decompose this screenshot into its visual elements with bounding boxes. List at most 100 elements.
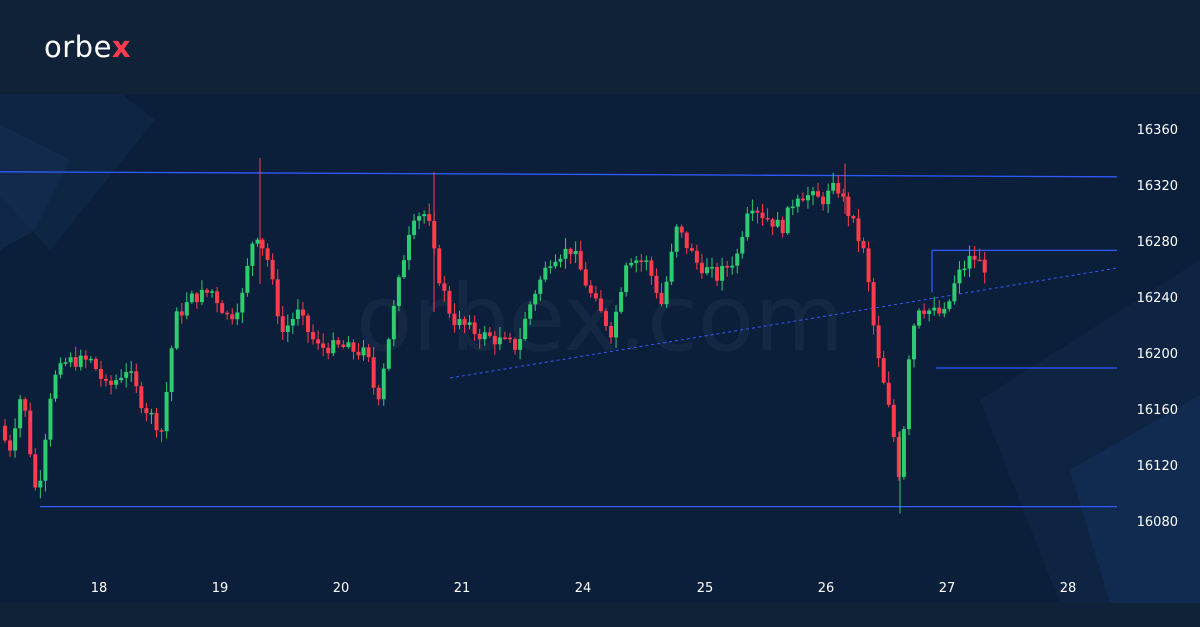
candle — [942, 302, 947, 318]
candlestick-chart: orbex.com 16360 16320 16280 16240 16200 … — [0, 95, 1200, 603]
candle — [679, 224, 684, 238]
candle — [235, 303, 240, 326]
candle — [886, 371, 891, 408]
candle-body — [578, 251, 583, 270]
x-tick-label: 24 — [575, 581, 592, 596]
candle — [533, 290, 538, 311]
candle-body — [144, 408, 149, 414]
candle — [169, 345, 174, 402]
candle — [583, 261, 588, 288]
candle-body — [917, 310, 922, 326]
x-tick-label: 25 — [697, 581, 714, 596]
candle-body — [644, 260, 649, 262]
candle-body — [391, 305, 396, 340]
candle-body — [184, 302, 189, 316]
candle — [922, 303, 927, 319]
x-tick-label: 19 — [212, 581, 229, 596]
y-tick-label: 16200 — [1137, 347, 1178, 362]
candle — [179, 303, 184, 324]
candle — [962, 260, 967, 277]
candle — [93, 356, 98, 371]
candle — [639, 253, 644, 272]
candle-body — [508, 337, 512, 340]
watermark-text: orbex.com — [356, 265, 844, 372]
candle — [710, 257, 714, 278]
candle — [275, 269, 280, 325]
candle-body — [169, 348, 174, 392]
candle — [8, 434, 13, 457]
candle — [614, 305, 619, 349]
candle — [164, 382, 169, 439]
candle — [18, 395, 23, 438]
candle-body — [881, 358, 886, 383]
candle-body — [462, 319, 467, 325]
candle-body — [800, 198, 805, 201]
candle-body — [740, 236, 745, 254]
candle-body — [866, 248, 871, 283]
candle-body — [351, 342, 356, 352]
candle — [311, 324, 316, 345]
candle — [497, 327, 502, 351]
candle-body — [603, 311, 608, 326]
candle — [704, 258, 709, 276]
candle — [523, 312, 528, 341]
candle — [528, 301, 533, 325]
candle — [795, 194, 800, 213]
header-bar: orbex — [0, 0, 1200, 95]
candle — [381, 363, 386, 406]
candle-body — [518, 339, 523, 350]
candle — [83, 350, 88, 369]
candle-body — [220, 303, 225, 313]
candle — [846, 192, 851, 227]
candle-body — [179, 311, 184, 316]
candle — [553, 254, 558, 269]
candle-body — [851, 215, 856, 219]
candle-body — [497, 337, 502, 345]
candle-body — [336, 340, 341, 345]
candle — [437, 244, 442, 287]
candle-body — [407, 234, 411, 261]
y-tick-label: 16280 — [1137, 235, 1178, 250]
candle — [376, 384, 381, 406]
candle — [321, 333, 326, 357]
candle — [841, 188, 846, 202]
candle-body — [947, 301, 952, 309]
candle-body — [932, 307, 937, 311]
candle-body — [750, 210, 755, 214]
candle — [866, 241, 871, 292]
candle — [68, 352, 73, 368]
candle-body — [659, 292, 664, 305]
candle — [290, 312, 295, 334]
candle-body — [886, 382, 891, 405]
candle — [492, 330, 497, 355]
candle-body — [230, 314, 235, 320]
candle — [386, 337, 391, 371]
candle-body — [896, 437, 901, 477]
candle — [3, 418, 7, 443]
candle-body — [3, 425, 7, 441]
candle-body — [124, 372, 129, 378]
candle — [689, 243, 694, 253]
candle — [73, 346, 78, 371]
candle-body — [109, 380, 114, 385]
candle — [917, 308, 922, 329]
candle-body — [452, 313, 457, 326]
candle — [578, 240, 583, 271]
candle-body — [28, 410, 33, 455]
candle-body — [149, 412, 154, 415]
candle-body — [614, 311, 619, 338]
candle — [745, 206, 750, 241]
candle — [149, 408, 154, 424]
candle — [821, 191, 826, 211]
candle — [669, 243, 674, 286]
candle — [210, 289, 215, 298]
candle — [901, 425, 906, 480]
candle-body — [957, 269, 962, 284]
candle-body — [88, 358, 93, 361]
candle-body — [43, 439, 48, 481]
candle-body — [836, 182, 841, 194]
candle-body — [704, 267, 709, 274]
candle — [785, 206, 790, 235]
candle-body — [114, 380, 119, 385]
